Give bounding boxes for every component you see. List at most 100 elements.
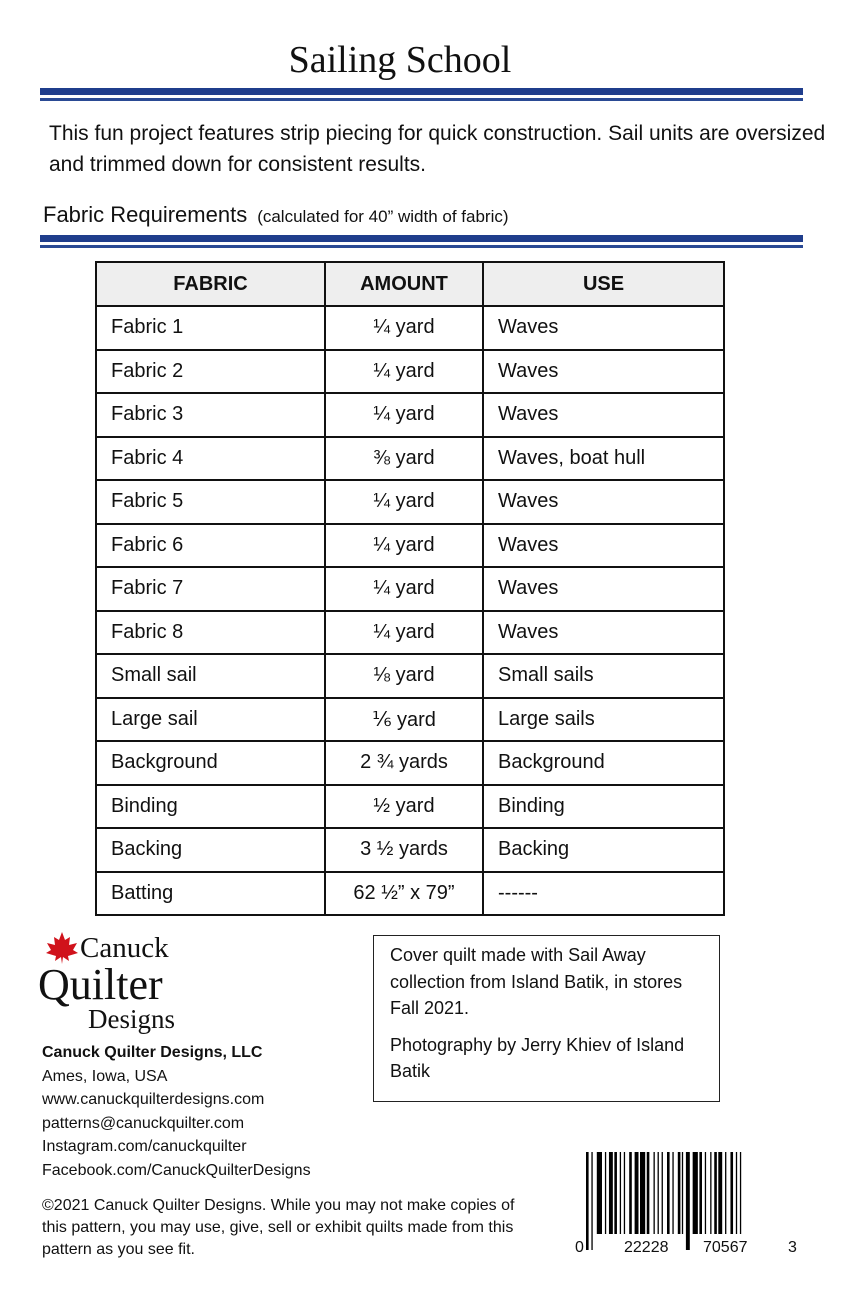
- barcode-bar: [730, 1152, 734, 1234]
- header-amount: AMOUNT: [324, 261, 484, 307]
- cell-fabric: Fabric 2: [95, 348, 326, 394]
- cell-use: Background: [482, 740, 725, 786]
- header-fabric: FABRIC: [95, 261, 326, 307]
- cell-fabric: Fabric 4: [95, 435, 326, 481]
- barcode-bar: [681, 1152, 684, 1234]
- cell-amount: ¼ yard: [324, 522, 484, 568]
- logo-designs: Designs: [88, 1004, 175, 1034]
- cell-use: Waves: [482, 609, 725, 655]
- table-row: Backing 3 ½ yards Backing: [95, 827, 725, 873]
- cell-amount: 3 ½ yards: [324, 827, 484, 873]
- cell-amount: ¼ yard: [324, 566, 484, 612]
- title-divider: [40, 88, 803, 101]
- cell-amount: 62 ½” x 79”: [324, 870, 484, 916]
- credits-box: Cover quilt made with Sail Away collecti…: [373, 935, 720, 1102]
- cell-fabric: Fabric 7: [95, 566, 326, 612]
- barcode-bar: [677, 1152, 681, 1234]
- cell-use: Waves: [482, 566, 725, 612]
- cell-use: Waves, boat hull: [482, 435, 725, 481]
- cell-use: Waves: [482, 522, 725, 568]
- intro-text: This fun project features strip piecing …: [49, 122, 826, 176]
- barcode-bar: [661, 1152, 663, 1234]
- barcode-bar: [672, 1152, 674, 1234]
- cell-amount: ½ yard: [324, 783, 484, 829]
- table-row: Background 2 ¾ yards Background: [95, 740, 725, 786]
- logo-canuck: Canuck: [80, 932, 169, 964]
- barcode-digit-first: 0: [575, 1239, 584, 1256]
- logo-quilter: Quilter: [38, 960, 163, 1009]
- cell-use: Waves: [482, 305, 725, 351]
- barcode-bar: [657, 1152, 659, 1234]
- barcode-bar: [718, 1152, 723, 1234]
- cell-amount: 2 ¾ yards: [324, 740, 484, 786]
- barcode-bar: [739, 1152, 742, 1234]
- cell-use: Waves: [482, 479, 725, 525]
- barcode-bar: [629, 1152, 632, 1234]
- requirements-title: Fabric Requirements: [43, 202, 248, 227]
- cell-amount: ¼ yard: [324, 609, 484, 655]
- table-row: Small sail ⅛ yard Small sails: [95, 653, 725, 699]
- cell-use: Backing: [482, 827, 725, 873]
- barcode-bar: [646, 1152, 650, 1234]
- header-use: USE: [482, 261, 725, 307]
- cell-fabric: Large sail: [95, 696, 326, 742]
- requirements-divider: [40, 235, 803, 248]
- barcode-bar: [714, 1152, 717, 1234]
- barcode-digit-last: 3: [788, 1239, 797, 1256]
- barcode-bar: [699, 1152, 702, 1234]
- barcode-digits-left: 22228: [624, 1239, 669, 1256]
- copyright-text: ©2021 Canuck Quilter Designs. While you …: [42, 1197, 515, 1258]
- requirements-note: (calculated for 40” width of fabric): [257, 207, 509, 226]
- company-website[interactable]: www.canuckquilterdesigns.com: [42, 1091, 265, 1108]
- barcode-bar: [591, 1152, 593, 1250]
- table-row: Batting 62 ½” x 79” ------: [95, 870, 725, 916]
- barcode-bar: [586, 1152, 589, 1250]
- cell-amount: ⅛ yard: [324, 653, 484, 699]
- credits-cover: Cover quilt made with Sail Away collecti…: [390, 945, 683, 1018]
- barcode-bar: [667, 1152, 670, 1234]
- cell-amount: ⅜ yard: [324, 435, 484, 481]
- cell-fabric: Fabric 3: [95, 392, 326, 438]
- company-instagram[interactable]: Instagram.com/canuckquilter: [42, 1138, 247, 1155]
- barcode-bar: [704, 1152, 707, 1234]
- barcode-bar: [619, 1152, 622, 1234]
- credits-photo: Photography by Jerry Khiev of Island Bat…: [390, 1034, 685, 1082]
- cell-use: Small sails: [482, 653, 725, 699]
- cell-amount: ¼ yard: [324, 305, 484, 351]
- barcode-bar: [623, 1152, 626, 1234]
- barcode-digits-right: 70567: [703, 1239, 748, 1256]
- cell-fabric: Small sail: [95, 653, 326, 699]
- company-facebook[interactable]: Facebook.com/CanuckQuilterDesigns: [42, 1161, 311, 1179]
- cell-fabric: Batting: [95, 870, 326, 916]
- cell-amount: ¼ yard: [324, 348, 484, 394]
- barcode-bar: [685, 1152, 690, 1250]
- cell-use: Waves: [482, 348, 725, 394]
- barcode-bar: [735, 1152, 738, 1234]
- barcode-bar: [608, 1152, 613, 1234]
- company-email[interactable]: patterns@canuckquilter.com: [42, 1114, 245, 1132]
- table-row: Binding ½ yard Binding: [95, 783, 725, 829]
- cell-use: Waves: [482, 392, 725, 438]
- cell-use: Binding: [482, 783, 725, 829]
- barcode-bar: [604, 1152, 607, 1234]
- cell-fabric: Background: [95, 740, 326, 786]
- cell-fabric: Backing: [95, 827, 326, 873]
- cell-use: Large sails: [482, 696, 725, 742]
- cell-fabric: Fabric 8: [95, 609, 326, 655]
- company-location: Ames, Iowa, USA: [42, 1067, 168, 1085]
- requirements-heading: Fabric Requirements (calculated for 40” w…: [43, 202, 509, 228]
- page-title: Sailing School: [288, 39, 512, 81]
- barcode-bar: [640, 1152, 646, 1234]
- cell-amount: ¼ yard: [324, 479, 484, 525]
- cell-amount: ⅙ yard: [324, 696, 484, 742]
- table-row: Large sail ⅙ yard Large sails: [95, 696, 725, 742]
